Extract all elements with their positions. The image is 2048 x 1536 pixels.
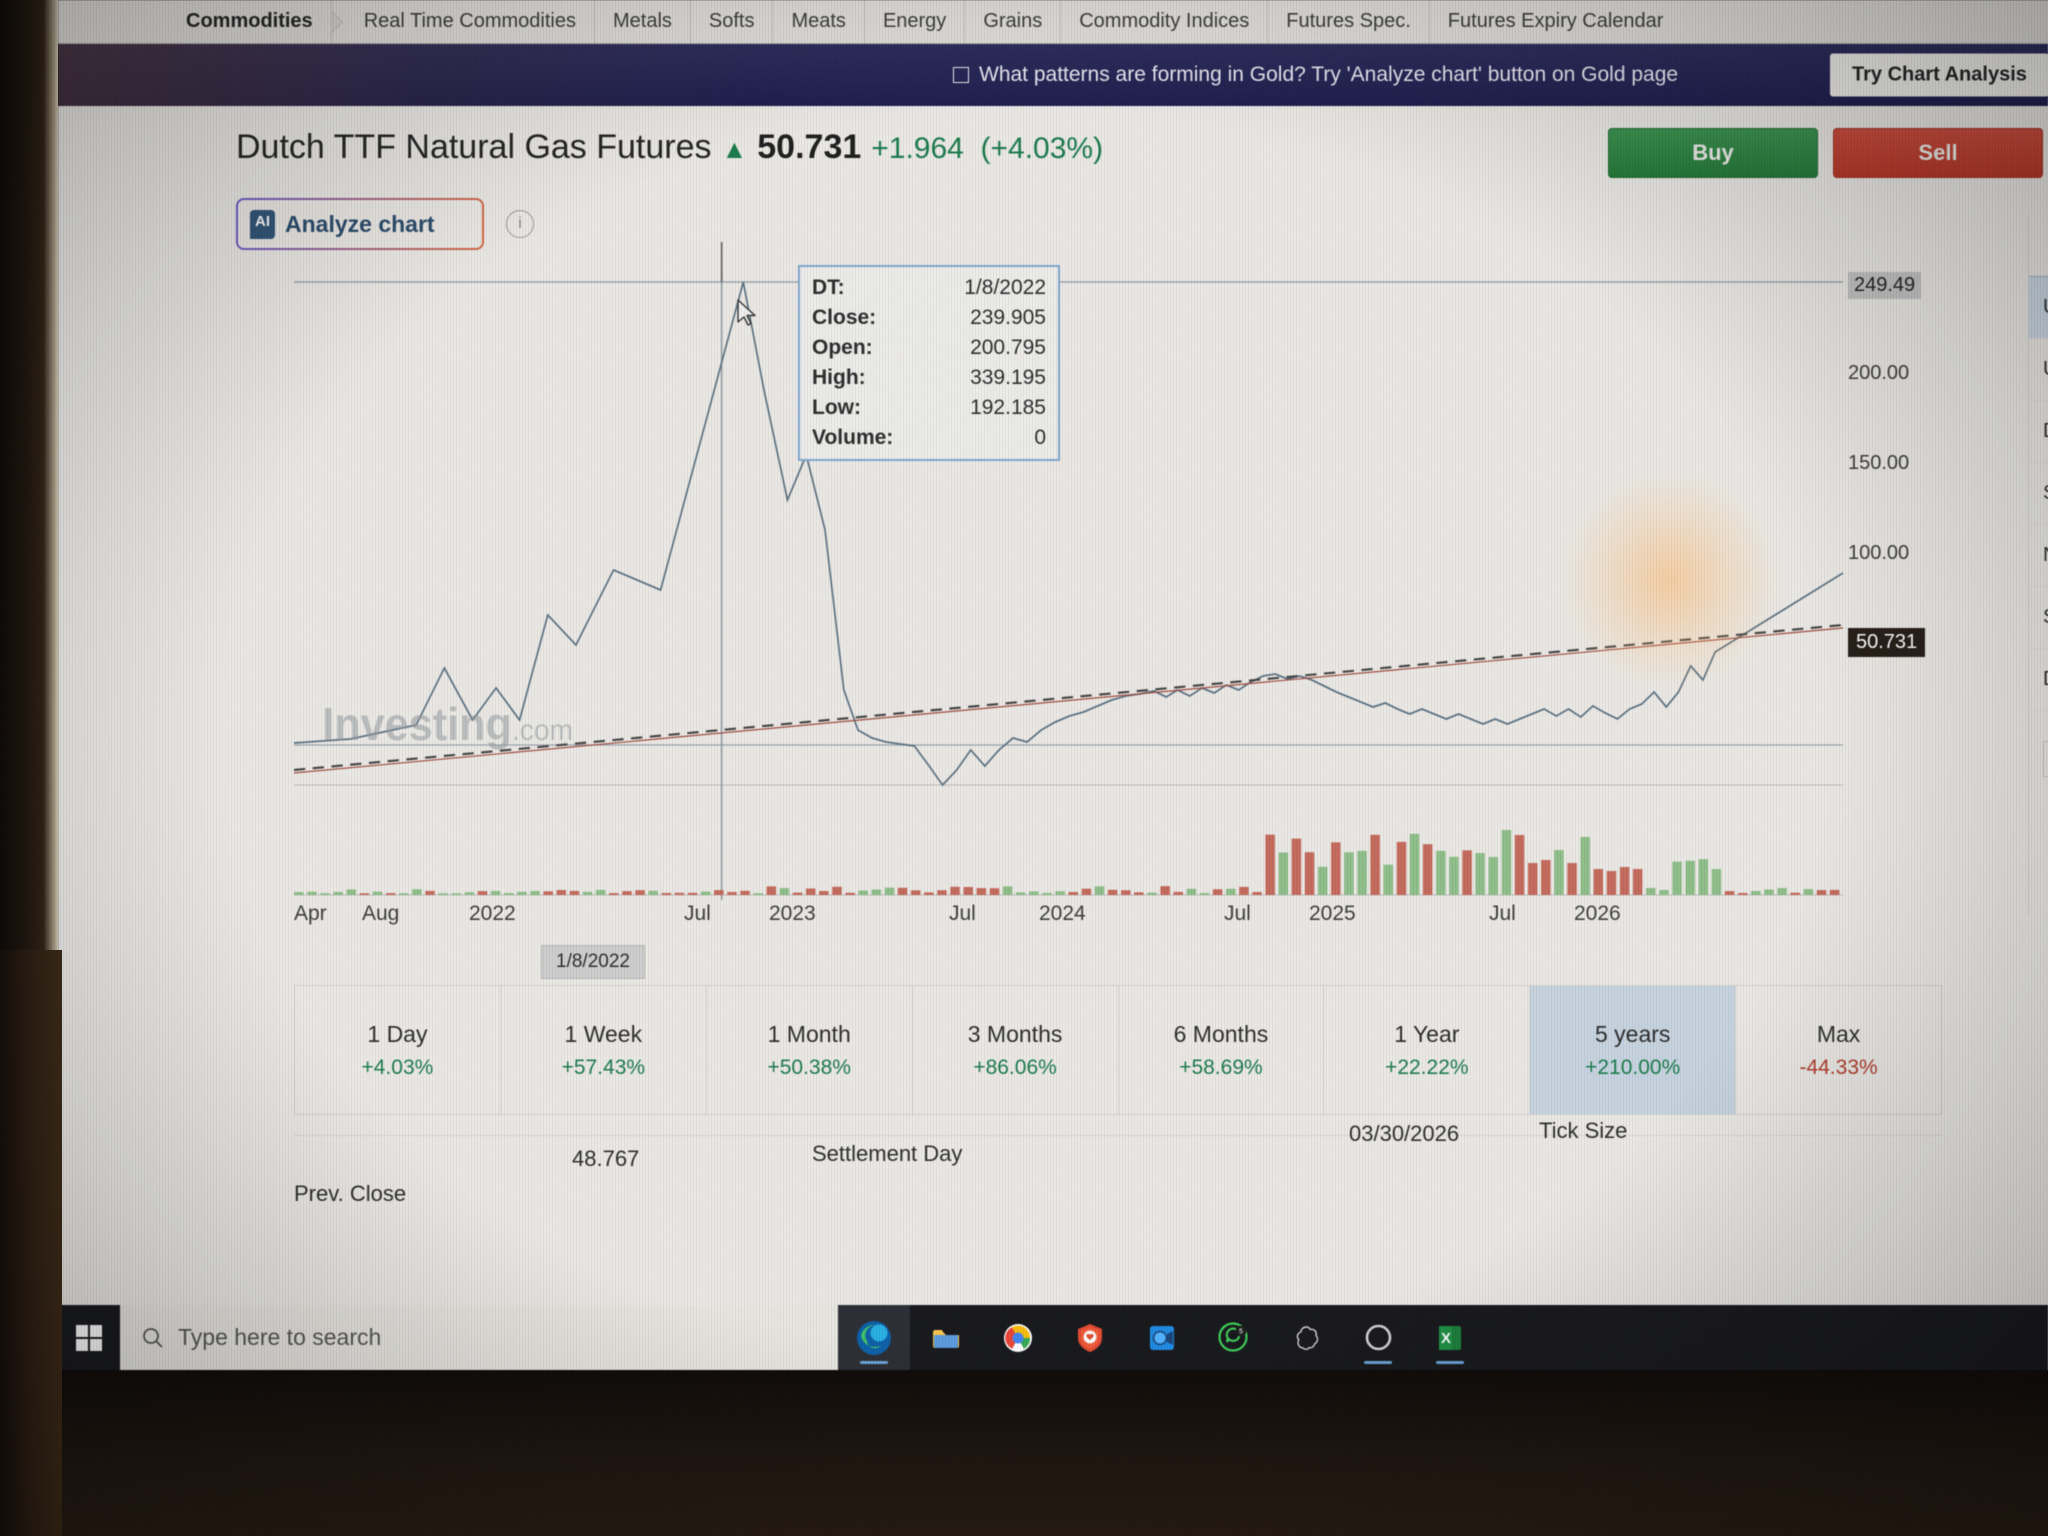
svg-text:5: 5 — [1239, 1328, 1243, 1335]
svg-text:Investing.com: Investing.com — [322, 700, 573, 750]
svg-text:X: X — [1441, 1330, 1451, 1347]
